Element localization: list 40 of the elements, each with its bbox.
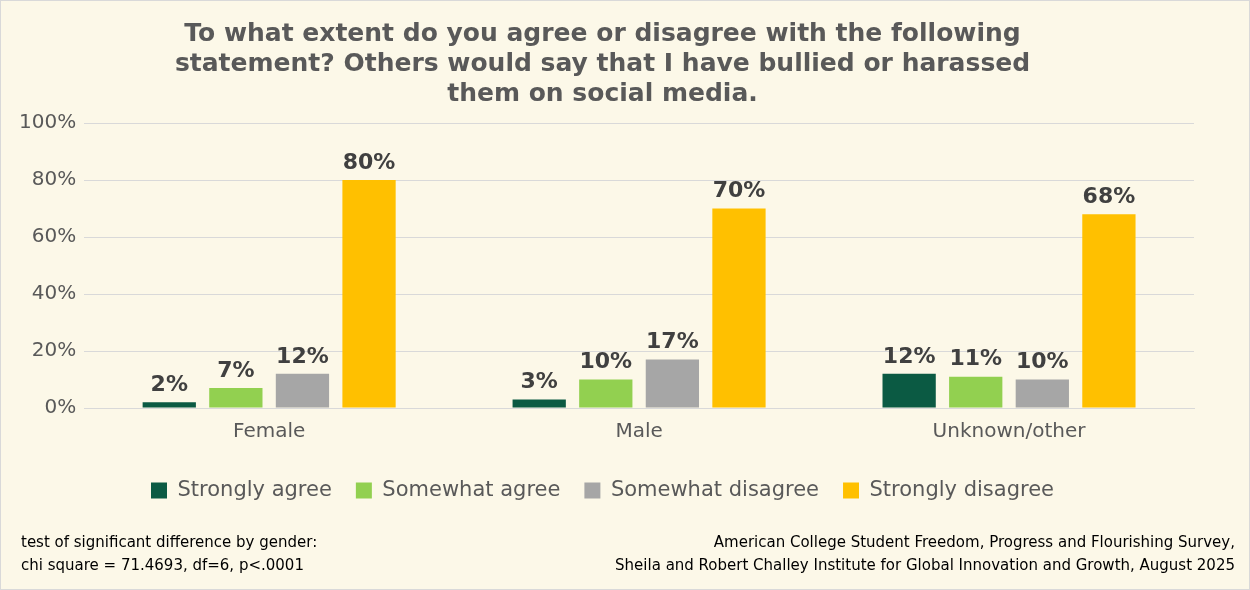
y-tick-label: 40% — [31, 280, 77, 305]
y-tick-label: 60% — [31, 223, 77, 248]
x-tick-label: Male — [615, 418, 663, 443]
legend-label: Somewhat disagree — [610, 476, 820, 501]
legend-label: Strongly disagree — [869, 476, 1055, 501]
data-label: 11% — [949, 345, 1003, 371]
bar — [1082, 214, 1136, 408]
bar — [209, 388, 263, 408]
chart-title: To what extent do you agree or disagree with the following statement? Others would say that I have bullied or harassed them on social media. — [174, 17, 1031, 107]
data-label: 68% — [1082, 182, 1136, 208]
bar — [882, 373, 936, 408]
data-label: 12% — [882, 342, 936, 368]
text: American College Student Freedom, Progress and Flourishing Survey, Sheila and Robert Challey Institute for Global Innovation and Growth, August 2025 — [615, 532, 1235, 576]
x-tick-label: Unknown/other — [932, 418, 1087, 443]
bar — [512, 399, 566, 408]
data-label: 10% — [579, 348, 633, 374]
data-label: 12% — [276, 342, 329, 368]
data-label: 10% — [1015, 348, 1069, 374]
bar — [142, 402, 196, 408]
y-tick-label: 0% — [44, 394, 77, 419]
y-tick-label: 100% — [18, 109, 77, 134]
bar — [1015, 379, 1069, 408]
bar — [275, 373, 330, 408]
bar — [579, 379, 633, 408]
data-label: 80% — [342, 148, 396, 174]
x-tick-label: Female — [232, 418, 306, 443]
y-tick-label: 20% — [31, 337, 77, 362]
bar — [645, 359, 700, 408]
bar — [712, 208, 766, 408]
data-label: 7% — [217, 356, 255, 382]
bar — [342, 180, 396, 408]
y-tick-label: 80% — [31, 166, 77, 191]
legend-label: Strongly agree — [177, 476, 332, 501]
data-label: 2% — [150, 371, 188, 397]
text: test of significant difference by gender: chi square = 71.4693, df=6, p<.0001 — [21, 532, 318, 576]
data-label: 70% — [712, 177, 766, 203]
bar — [949, 376, 1003, 408]
data-label: 17% — [646, 328, 699, 354]
data-label: 3% — [520, 368, 558, 394]
legend-label: Somewhat agree — [382, 476, 561, 501]
